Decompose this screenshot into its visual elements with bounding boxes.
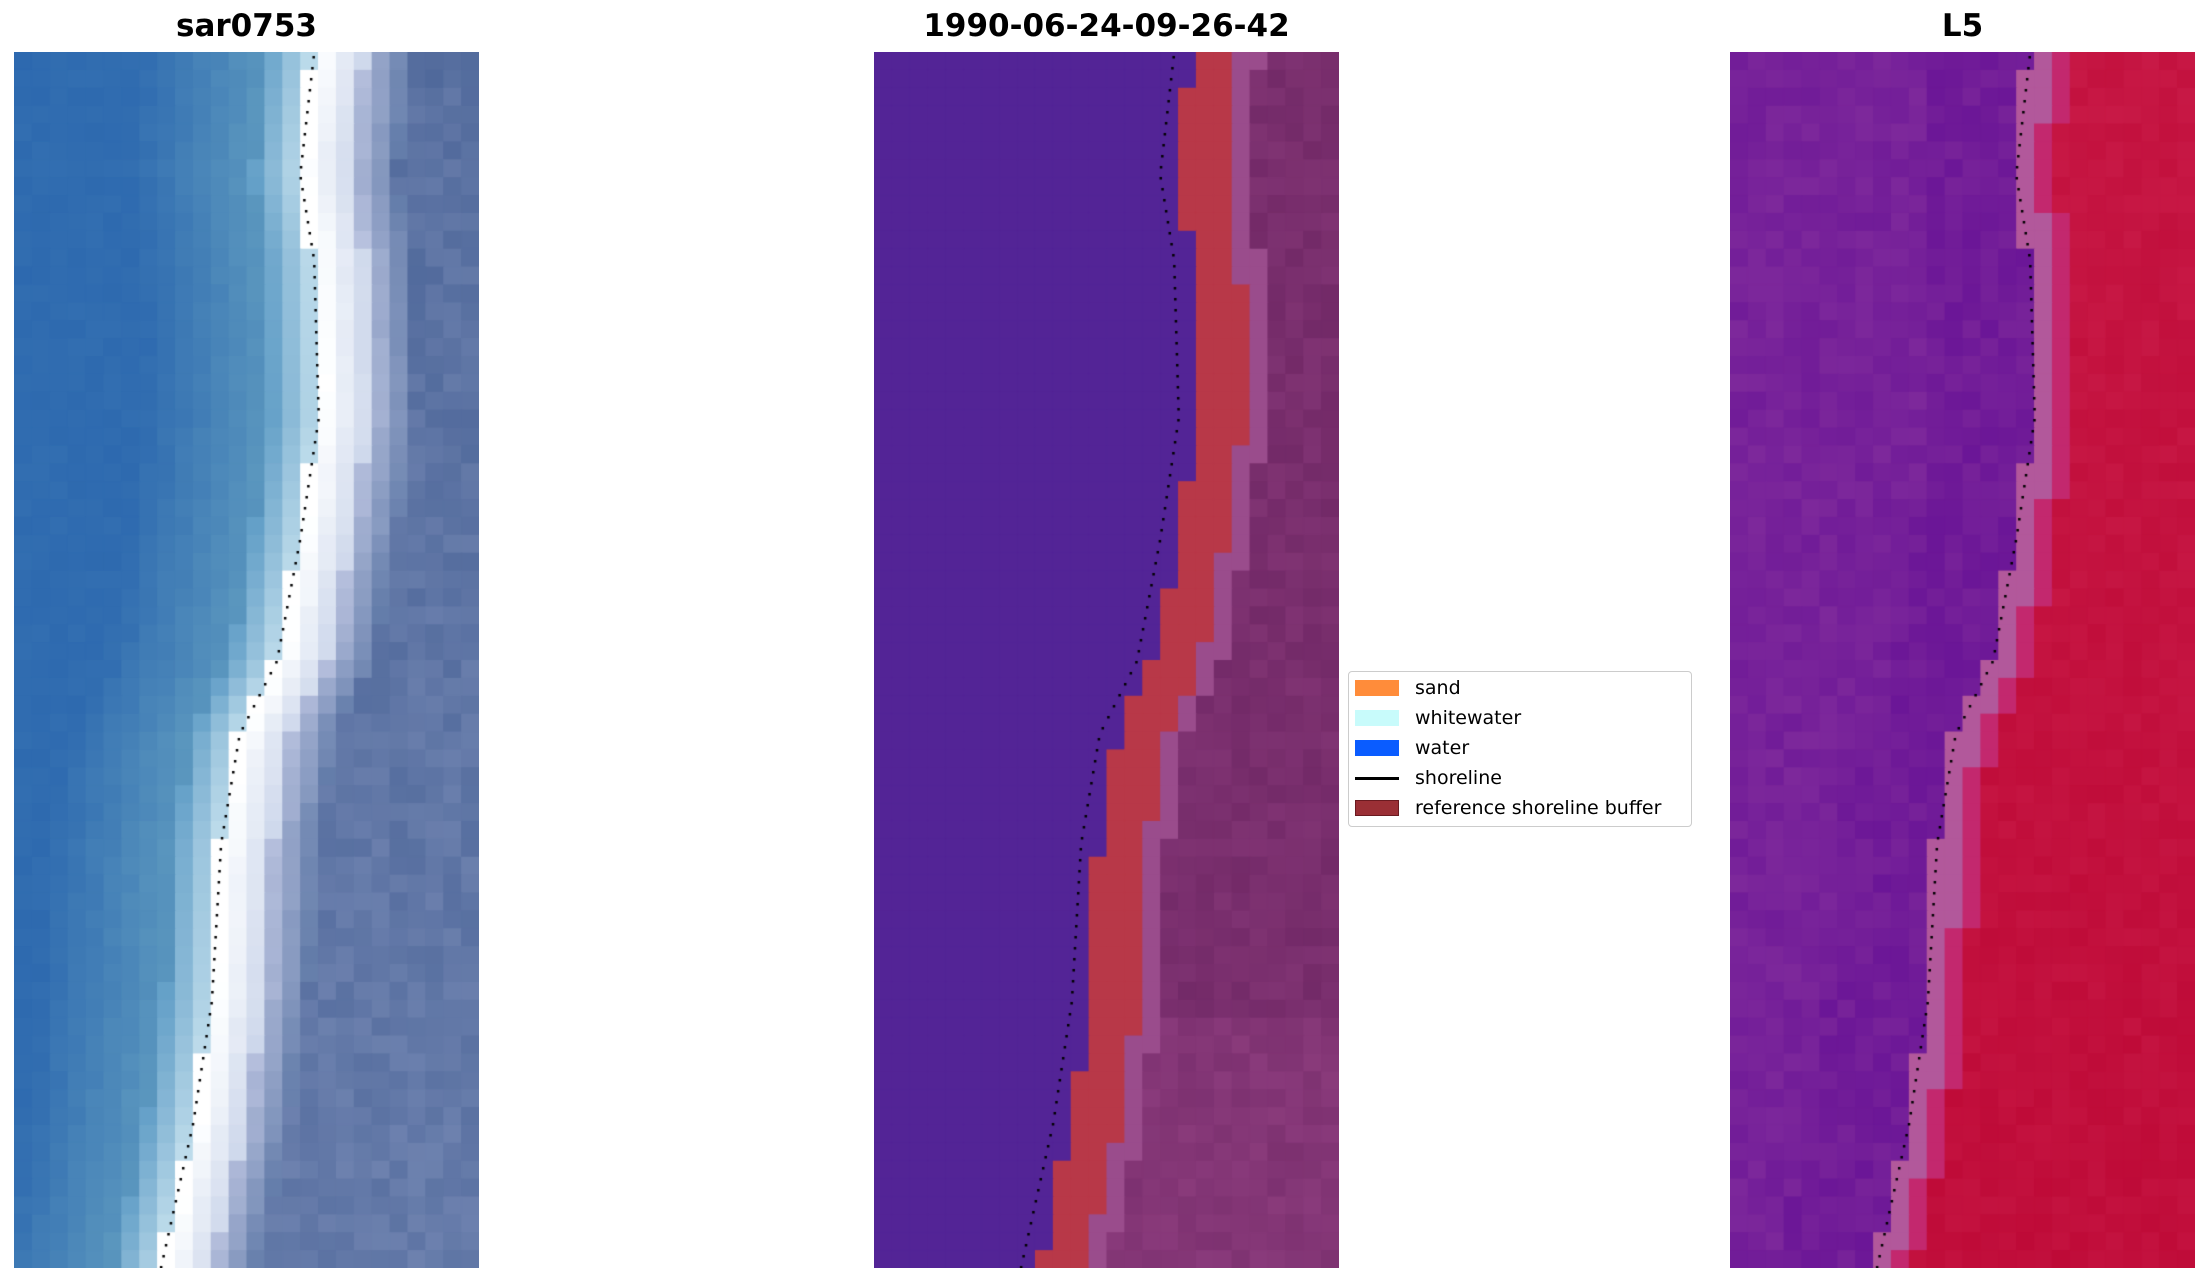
legend-item-sand: sand — [1355, 674, 1461, 702]
legend-label: whitewater — [1415, 707, 1522, 729]
water-swatch — [1355, 740, 1399, 756]
legend-item-shoreline: shoreline — [1355, 764, 1502, 792]
whitewater-swatch — [1355, 710, 1399, 726]
shoreline-line-swatch — [1355, 776, 1399, 780]
panel-title-rgb: sar0753 — [176, 8, 317, 44]
legend-item-reference-buffer: reference shoreline buffer — [1355, 794, 1661, 822]
rgb-image-panel — [14, 52, 479, 1268]
sand-swatch — [1355, 680, 1399, 696]
legend-item-whitewater: whitewater — [1355, 704, 1521, 732]
buffer-swatch — [1355, 800, 1399, 816]
index-image-panel — [1730, 52, 2195, 1268]
legend-label: sand — [1415, 677, 1461, 699]
legend-label: reference shoreline buffer — [1415, 797, 1662, 819]
legend-label: shoreline — [1415, 767, 1502, 789]
panel-title-classified: 1990-06-24-09-26-42 — [923, 8, 1290, 44]
legend-label: water — [1415, 737, 1470, 759]
classified-image-panel — [874, 52, 1339, 1268]
legend: sand whitewater water shoreline referenc… — [1348, 671, 1692, 827]
legend-item-water: water — [1355, 734, 1469, 762]
panel-title-index: L5 — [1941, 8, 1984, 44]
